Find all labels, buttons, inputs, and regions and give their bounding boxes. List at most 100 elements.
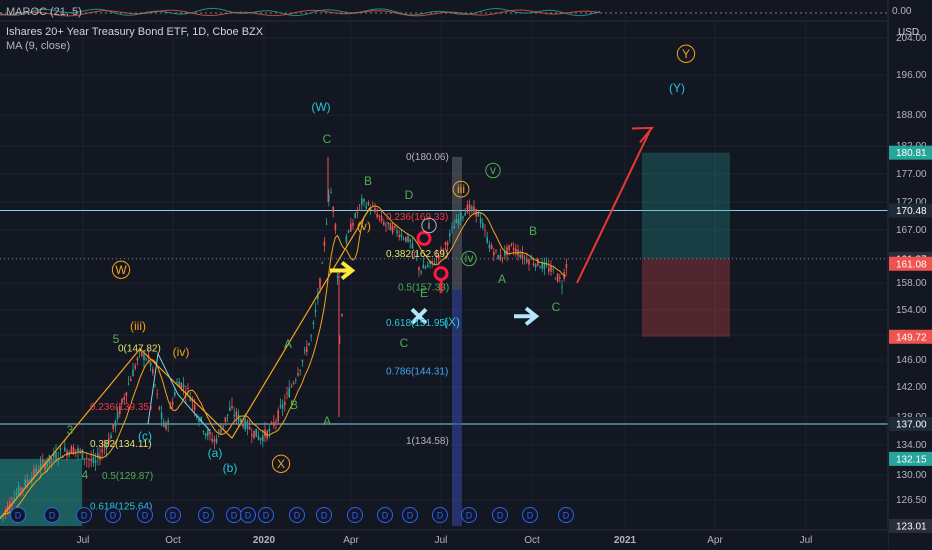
candle-body: [270, 422, 273, 424]
symbol-legend[interactable]: Ishares 20+ Year Treasury Bond ETF, 1D, …: [6, 26, 263, 38]
candle-body: [321, 263, 323, 265]
dividend-marker-label: D: [466, 511, 473, 521]
price-tag-label: 137.00: [896, 420, 927, 431]
x-tick-label: Jul: [435, 535, 448, 546]
candle-body: [341, 314, 343, 316]
candle-body: [418, 267, 420, 271]
candle-body: [420, 271, 422, 273]
candle-body: [550, 265, 552, 272]
wave-label: (a): [208, 446, 223, 460]
candle-body: [257, 435, 260, 440]
candle-body: [484, 230, 486, 231]
candle-body: [343, 272, 345, 274]
candle-body: [81, 449, 84, 460]
wave-label: B: [290, 398, 298, 412]
candle-body: [462, 216, 464, 218]
y-tick-label: 126.50: [896, 495, 927, 506]
candle-body: [455, 218, 458, 223]
candle-body: [499, 254, 502, 261]
wave-label: A: [498, 272, 506, 286]
candle-body: [226, 414, 229, 416]
candle-body: [127, 383, 130, 385]
y-tick-label: 154.00: [896, 305, 927, 316]
fib-upper-label: 0(180.06): [406, 152, 449, 163]
candle-body: [548, 267, 550, 272]
candle-body: [259, 437, 262, 441]
fib-lower-label: 0.618(125.64): [90, 501, 152, 512]
candle-body: [114, 421, 117, 427]
indicator-legend[interactable]: MAROC (21, 5): [6, 6, 82, 18]
candle-body: [9, 501, 11, 509]
candle-body: [358, 204, 361, 206]
candle-body: [33, 468, 35, 477]
wave-label: (W): [311, 100, 330, 114]
candle-body: [345, 236, 348, 243]
price-tag-bg: [889, 145, 932, 160]
candle-body: [332, 207, 334, 213]
candle-body: [185, 393, 187, 396]
x-tick-label: Jul: [77, 535, 90, 546]
candle-body: [369, 208, 372, 211]
candle-body: [277, 410, 279, 422]
candle-body: [149, 362, 152, 366]
candle-body: [143, 354, 145, 360]
candle-body: [163, 422, 165, 427]
candle-body: [515, 248, 517, 253]
candle-body: [290, 386, 293, 388]
candle-body: [552, 269, 554, 271]
ma-params: (9, close): [24, 40, 71, 52]
dividend-marker-label: D: [263, 511, 270, 521]
wave-circle: [485, 162, 501, 179]
candle-body: [431, 260, 433, 263]
dividend-marker: [165, 507, 181, 523]
candle-body: [367, 202, 370, 205]
candle-body: [44, 463, 46, 470]
dividend-marker-label: D: [407, 511, 414, 521]
candle-body: [231, 405, 233, 408]
candle-body: [26, 480, 29, 483]
candle-body: [251, 434, 253, 436]
dividend-marker-label: D: [352, 511, 359, 521]
dividend-marker: [105, 507, 121, 523]
price-tag-bg: [889, 417, 932, 431]
candle-body: [286, 392, 288, 395]
candle-body: [339, 341, 341, 342]
time-axis-bg: [0, 530, 888, 550]
candle-body: [545, 264, 548, 266]
wave-label: A: [323, 414, 331, 428]
wave-label: 4: [82, 468, 89, 482]
candle-body: [248, 426, 251, 430]
fib-upper-label: 0.786(144.31): [386, 366, 448, 377]
candle-body: [83, 458, 86, 460]
candle-body: [64, 447, 66, 451]
candle-body: [488, 244, 491, 249]
candle-body: [310, 335, 312, 337]
candle-body: [387, 222, 389, 225]
candle-body: [299, 369, 301, 371]
candle-body: [565, 263, 568, 268]
candle-body: [442, 249, 444, 252]
wave-line-orange: [0, 207, 371, 519]
candle-body: [66, 450, 68, 457]
dividend-marker: [432, 507, 448, 523]
candle-body: [354, 213, 356, 218]
candle-body: [218, 430, 220, 432]
wave-label: C: [552, 300, 561, 314]
candle-body: [314, 309, 317, 312]
dividend-marker-label: D: [245, 511, 252, 521]
candle-body: [416, 258, 418, 260]
candle-body: [154, 384, 156, 386]
y-tick-label: 177.00: [896, 169, 927, 180]
wave-label: 5: [113, 332, 120, 346]
candle-body: [123, 397, 125, 400]
candle-body: [330, 192, 332, 194]
candle-body: [325, 223, 328, 225]
dividend-marker: [316, 507, 332, 523]
currency-label[interactable]: USD: [898, 27, 920, 38]
candle-body: [530, 258, 532, 260]
candle-body: [391, 226, 394, 233]
ma-legend[interactable]: MA (9, close): [6, 40, 70, 52]
candle-body: [215, 438, 218, 443]
candle-body: [297, 372, 299, 376]
